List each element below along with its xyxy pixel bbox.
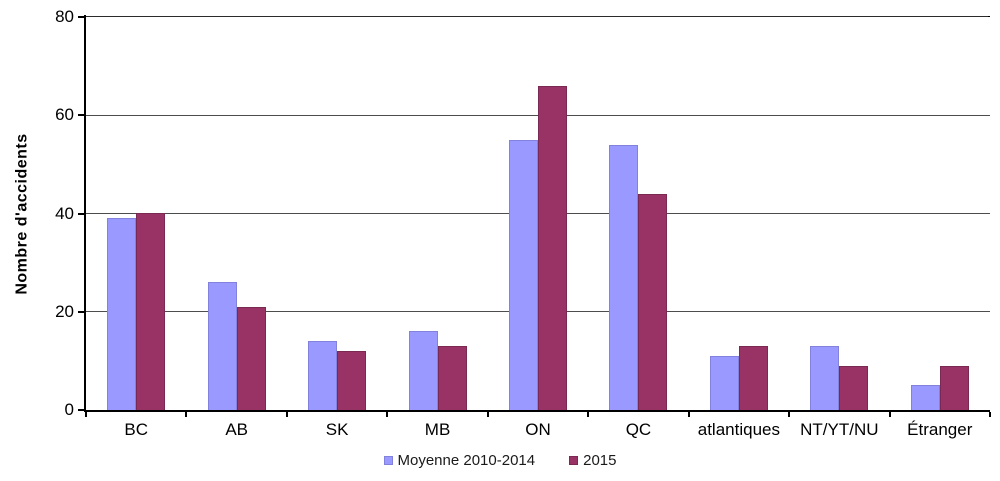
y-tick-label: 80 (55, 7, 74, 26)
y-tick-label: 20 (55, 301, 74, 321)
bar-moyenne-2010-2014-nt-yt-nu (810, 346, 840, 410)
x-tick-label-mb: MB (424, 420, 451, 439)
x-tick-mark (687, 412, 690, 417)
x-tick-mark (285, 412, 288, 417)
bar-2015-bc (136, 213, 166, 410)
y-tick-mark (78, 310, 85, 313)
y-tick-mark (78, 409, 85, 411)
legend-item-moyenne-2010-2014: Moyenne 2010-2014 (383, 452, 536, 469)
x-axis-line (84, 410, 990, 412)
x-tick-label-qc: QC (625, 420, 652, 439)
bar-moyenne-2010-2014-sk (308, 341, 338, 410)
bar-moyenne-2010-2014-qc (609, 145, 639, 410)
y-tick-label: 0 (64, 400, 74, 419)
y-tick-mark (78, 114, 85, 117)
x-tick-mark (486, 412, 489, 417)
x-tick-mark (888, 412, 891, 417)
bar-moyenne-2010-2014-ab (207, 282, 237, 410)
bar-2015-nt-yt-nu (839, 366, 869, 410)
legend-label: 2015 (583, 452, 617, 469)
x-tick-label-atlantiques: atlantiques (697, 420, 780, 439)
x-tick-label-ab: AB (225, 420, 248, 439)
x-tick-label--tranger: Étranger (907, 420, 973, 439)
bar-2015-ab (236, 307, 266, 410)
x-tick-label-nt-yt-nu: NT/YT/NU (800, 420, 879, 439)
bar-2015-qc (638, 194, 668, 410)
bar-2015-mb (437, 346, 467, 410)
x-tick-mark (386, 412, 389, 417)
legend-item-2015: 2015 (569, 452, 616, 469)
bar-2015-atlantiques (738, 346, 768, 410)
legend-swatch-icon (569, 456, 579, 465)
bar-moyenne-2010-2014-mb (408, 331, 438, 410)
bar-moyenne-2010-2014-on (509, 140, 538, 410)
x-tick-mark (185, 412, 188, 417)
legend-label: Moyenne 2010-2014 (397, 452, 536, 469)
bar-moyenne-2010-2014--tranger (910, 385, 940, 410)
y-tick-mark (78, 16, 85, 18)
y-tick-label: 40 (55, 203, 74, 223)
plot-area (86, 17, 990, 410)
y-axis-line (84, 15, 86, 412)
x-tick-mark (85, 412, 87, 417)
x-tick-label-sk: SK (325, 420, 349, 439)
x-tick-label-bc: BC (124, 420, 149, 439)
legend: Moyenne 2010-2014 2015 (0, 452, 1000, 469)
y-axis-title-text: Nombre d'accidents (14, 132, 32, 295)
bar-2015-on (538, 86, 567, 410)
y-tick-label: 60 (55, 105, 74, 125)
y-tick-mark (78, 212, 85, 215)
bar-2015-sk (337, 351, 367, 410)
legend-swatch-icon (383, 456, 393, 465)
bar-2015--tranger (939, 366, 969, 410)
bar-moyenne-2010-2014-bc (107, 218, 137, 410)
bar-moyenne-2010-2014-atlantiques (709, 356, 739, 410)
x-tick-mark (587, 412, 590, 417)
x-tick-mark (989, 412, 991, 417)
x-tick-label-on: ON (525, 420, 551, 439)
x-tick-mark (788, 412, 791, 417)
